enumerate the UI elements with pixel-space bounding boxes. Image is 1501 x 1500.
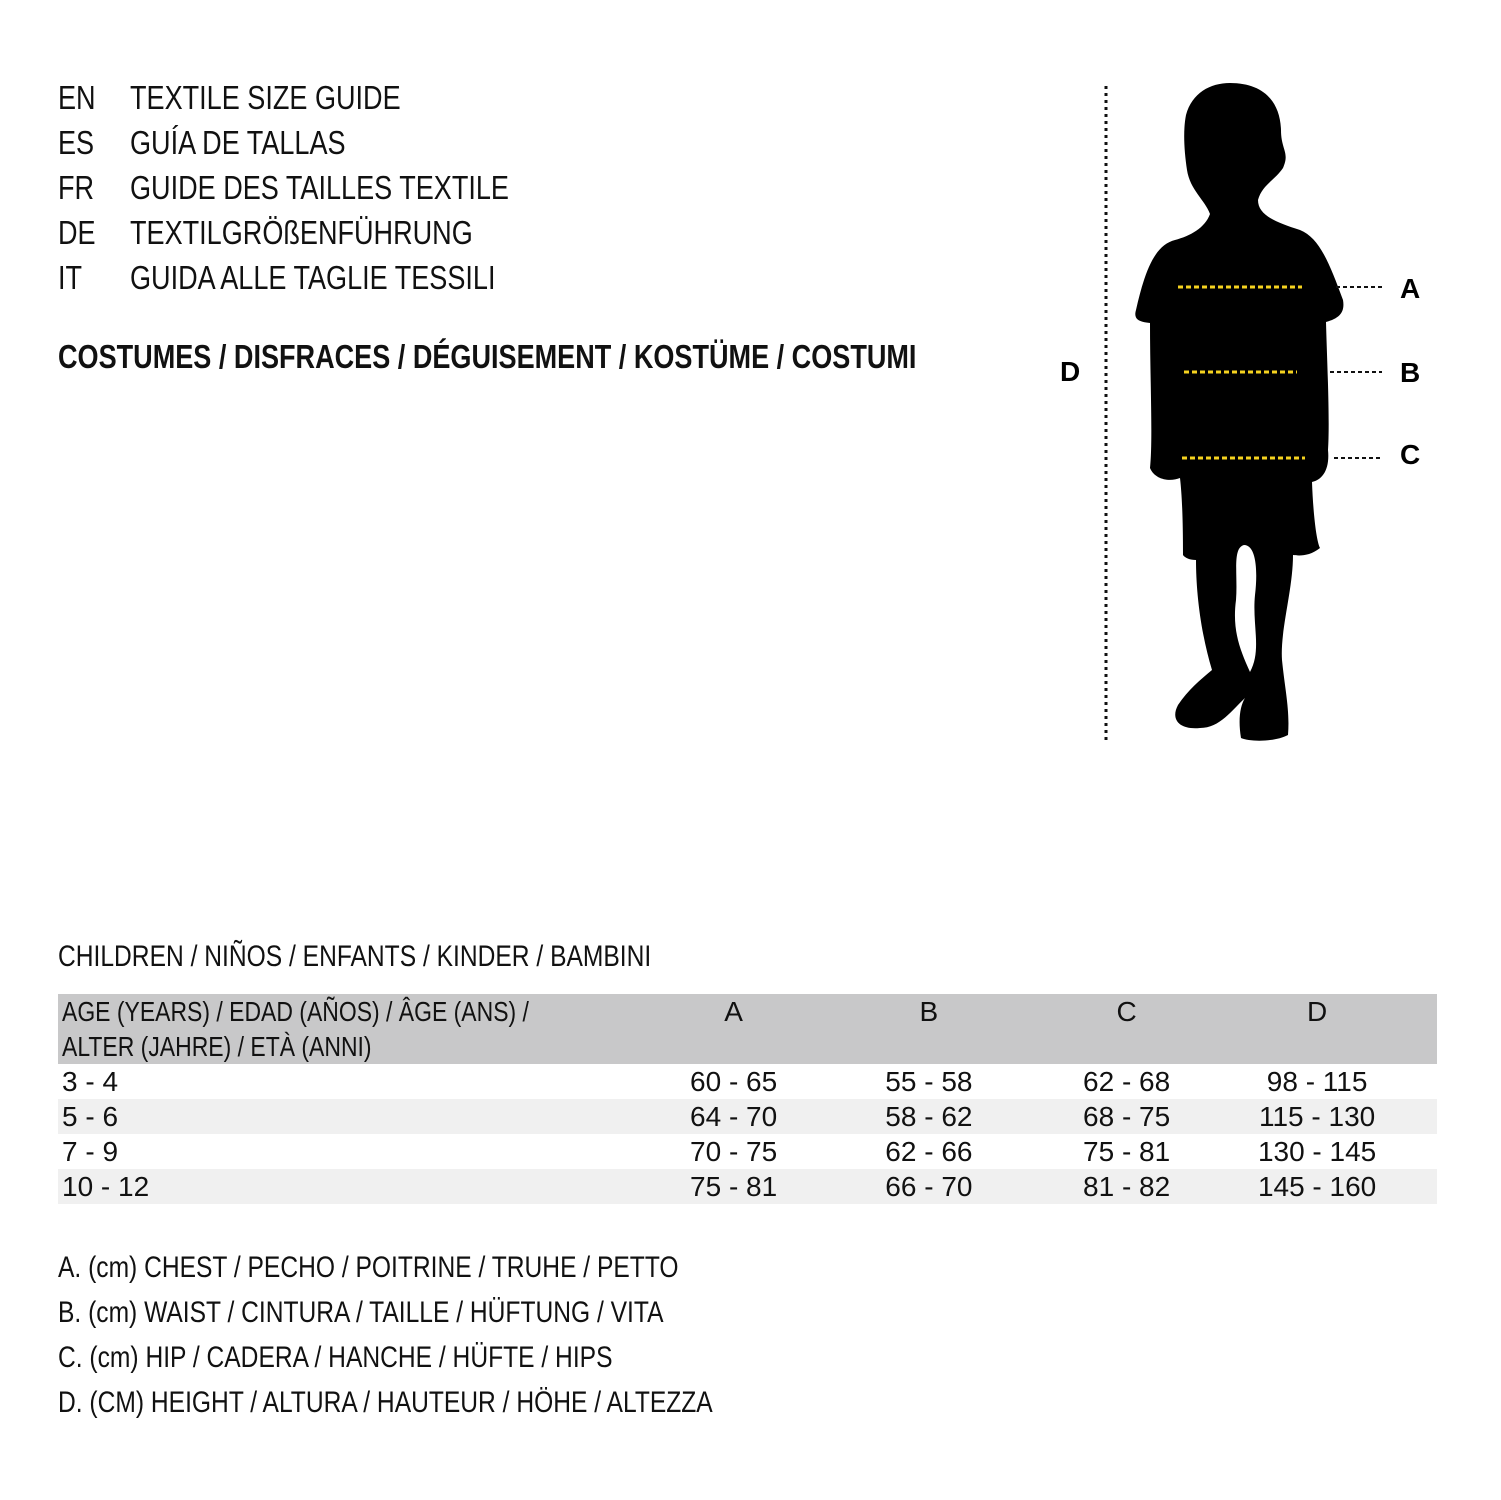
cell-c: 62 - 68	[1083, 1066, 1171, 1097]
category-text: COSTUMES / DISFRACES / DÉGUISEMENT / KOS…	[58, 338, 917, 375]
cell-age: 10 - 12	[62, 1171, 150, 1202]
measurement-legend: A. (cm) CHEST / PECHO / POITRINE / TRUHE…	[58, 1250, 856, 1430]
label-b: B	[1400, 357, 1420, 388]
table-row: 7 - 9 70 - 75 62 - 66 75 - 81 130 - 145	[58, 1134, 1437, 1169]
cell-c: 68 - 75	[1083, 1101, 1171, 1132]
table-row: 5 - 6 64 - 70 58 - 62 68 - 75 115 - 130	[58, 1099, 1437, 1134]
cell-b: 58 - 62	[885, 1101, 973, 1132]
lang-code: FR	[58, 169, 95, 206]
header-d: D	[1306, 996, 1328, 1027]
header-a: A	[724, 996, 743, 1027]
lang-code: EN	[58, 79, 96, 116]
legend-text: A. (cm) CHEST / PECHO / POITRINE / TRUHE…	[58, 1251, 679, 1284]
legend-item-a: A. (cm) CHEST / PECHO / POITRINE / TRUHE…	[58, 1250, 856, 1295]
cell-d: 115 - 130	[1258, 1101, 1376, 1132]
lang-code: ES	[58, 124, 95, 161]
label-a: A	[1400, 273, 1420, 304]
header-age: AGE (YEARS) / EDAD (AÑOS) / ÂGE (ANS) / A…	[58, 994, 665, 1064]
lang-code: DE	[58, 214, 96, 251]
cell-b: 66 - 70	[885, 1171, 973, 1202]
legend-text: B. (cm) WAIST / CINTURA / TAILLE / HÜFTU…	[58, 1296, 664, 1329]
cell-a: 70 - 75	[690, 1136, 778, 1167]
lang-code: IT	[58, 259, 83, 296]
lang-title: TEXTILGRÖßENFÜHRUNG	[130, 214, 473, 251]
lang-title: GUIDE DES TAILLES TEXTILE	[130, 169, 509, 206]
table-header-row: AGE (YEARS) / EDAD (AÑOS) / ÂGE (ANS) / A…	[58, 994, 1437, 1064]
lang-title: GUIDA ALLE TAGLIE TESSILI	[130, 259, 496, 296]
table-row: 3 - 4 60 - 65 55 - 58 62 - 68 98 - 115	[58, 1064, 1437, 1099]
cell-d: 145 - 160	[1257, 1171, 1377, 1202]
child-silhouette-diagram: A B C D	[1060, 83, 1420, 742]
legend-item-c: C. (cm) HIP / CADERA / HANCHE / HÜFTE / …	[58, 1340, 856, 1385]
legend-item-b: B. (cm) WAIST / CINTURA / TAILLE / HÜFTU…	[58, 1295, 856, 1340]
cell-age: 7 - 9	[62, 1136, 119, 1167]
category-heading: COSTUMES / DISFRACES / DÉGUISEMENT / KOS…	[58, 338, 1105, 376]
table-title-text: CHILDREN / NIÑOS / ENFANTS / KINDER / BA…	[58, 940, 652, 973]
table-row: 10 - 12 75 - 81 66 - 70 81 - 82 145 - 160	[58, 1169, 1437, 1204]
child-silhouette-icon	[1135, 83, 1344, 741]
label-d: D	[1060, 356, 1080, 387]
cell-c: 81 - 82	[1083, 1171, 1171, 1202]
cell-b: 62 - 66	[885, 1136, 973, 1167]
lang-title: GUÍA DE TALLAS	[130, 124, 346, 161]
legend-item-d: D. (CM) HEIGHT / ALTURA / HAUTEUR / HÖHE…	[58, 1385, 856, 1430]
cell-age: 3 - 4	[62, 1066, 119, 1097]
header-age-line1: AGE (YEARS) / EDAD (AÑOS) / ÂGE (ANS) /	[62, 996, 529, 1027]
cell-d: 130 - 145	[1257, 1136, 1377, 1167]
cell-a: 75 - 81	[690, 1171, 778, 1202]
header-c: C	[1116, 996, 1137, 1027]
cell-b: 55 - 58	[885, 1066, 973, 1097]
size-table: AGE (YEARS) / EDAD (AÑOS) / ÂGE (ANS) / A…	[58, 994, 1437, 1204]
cell-a: 64 - 70	[690, 1101, 778, 1132]
cell-d: 98 - 115	[1266, 1066, 1368, 1097]
header-age-line2: ALTER (JAHRE) / ETÀ (ANNI)	[62, 1031, 372, 1062]
cell-c: 75 - 81	[1083, 1136, 1171, 1167]
leg-gap	[1234, 545, 1257, 672]
lang-title: TEXTILE SIZE GUIDE	[130, 79, 401, 116]
legend-text: C. (cm) HIP / CADERA / HANCHE / HÜFTE / …	[58, 1341, 613, 1374]
header-b: B	[919, 996, 939, 1027]
legend-text: D. (CM) HEIGHT / ALTURA / HAUTEUR / HÖHE…	[58, 1386, 713, 1419]
cell-age: 5 - 6	[62, 1101, 119, 1132]
cell-a: 60 - 65	[690, 1066, 778, 1097]
label-c: C	[1400, 439, 1420, 470]
table-title: CHILDREN / NIÑOS / ENFANTS / KINDER / BA…	[58, 940, 781, 974]
